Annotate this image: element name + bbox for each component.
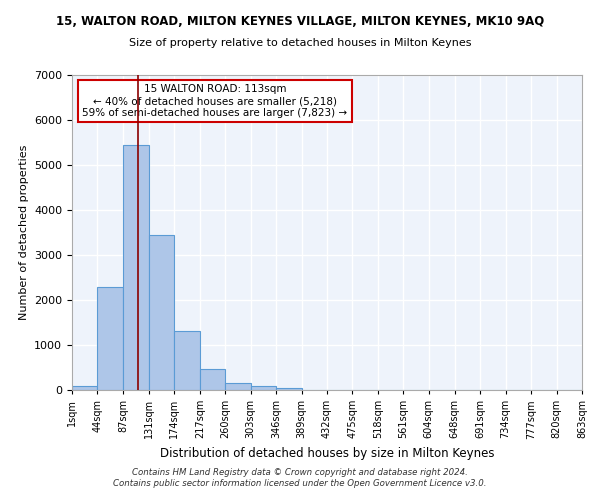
Bar	[251, 386, 276, 390]
Bar	[97, 286, 123, 390]
Bar	[123, 145, 149, 390]
Text: Size of property relative to detached houses in Milton Keynes: Size of property relative to detached ho…	[129, 38, 471, 48]
Bar	[72, 386, 97, 390]
Bar	[225, 383, 251, 390]
Text: 15 WALTON ROAD: 113sqm
← 40% of detached houses are smaller (5,218)
59% of semi-: 15 WALTON ROAD: 113sqm ← 40% of detached…	[82, 84, 347, 117]
Bar	[149, 235, 175, 390]
Bar	[200, 369, 225, 390]
Bar	[276, 388, 302, 390]
Y-axis label: Number of detached properties: Number of detached properties	[19, 145, 29, 320]
X-axis label: Distribution of detached houses by size in Milton Keynes: Distribution of detached houses by size …	[160, 447, 494, 460]
Bar	[175, 330, 200, 390]
Text: 15, WALTON ROAD, MILTON KEYNES VILLAGE, MILTON KEYNES, MK10 9AQ: 15, WALTON ROAD, MILTON KEYNES VILLAGE, …	[56, 15, 544, 28]
Text: Contains HM Land Registry data © Crown copyright and database right 2024.
Contai: Contains HM Land Registry data © Crown c…	[113, 468, 487, 487]
